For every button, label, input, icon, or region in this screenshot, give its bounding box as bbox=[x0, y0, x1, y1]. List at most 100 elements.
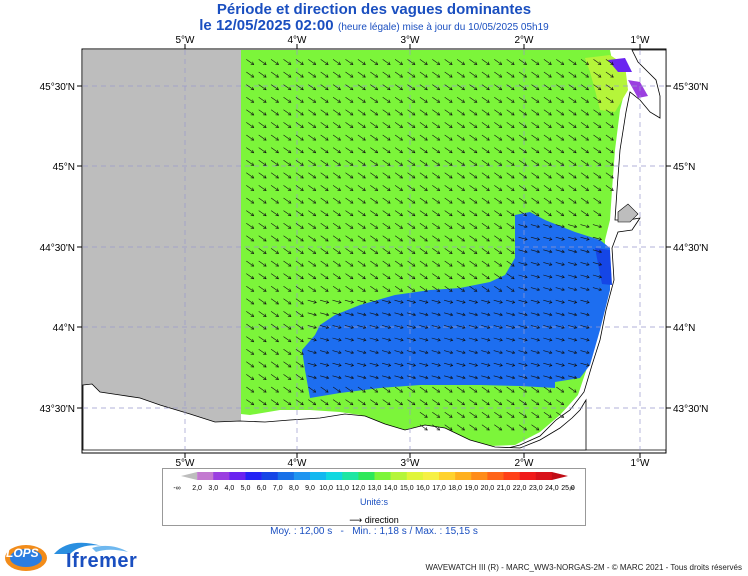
direction-arrow bbox=[320, 172, 329, 179]
direction-arrow bbox=[345, 159, 354, 166]
direction-arrow bbox=[382, 122, 391, 128]
direction-arrow bbox=[345, 96, 354, 103]
direction-arrow bbox=[258, 109, 267, 116]
direction-arrow bbox=[283, 147, 292, 154]
legend-tick-label: 23,0 bbox=[529, 485, 543, 492]
direction-arrow bbox=[345, 222, 354, 229]
direction-arrow bbox=[394, 172, 403, 179]
direction-arrow bbox=[407, 84, 416, 91]
direction-arrow bbox=[246, 298, 254, 305]
direction-arrow bbox=[580, 71, 589, 78]
direction-arrow bbox=[468, 299, 478, 303]
direction-arrow bbox=[580, 350, 590, 354]
direction-arrow-head bbox=[487, 363, 491, 367]
direction-arrow-head bbox=[461, 200, 465, 204]
direction-arrow bbox=[518, 337, 528, 341]
direction-arrow bbox=[332, 260, 341, 267]
direction-arrow bbox=[506, 399, 515, 406]
legend-tick-label: 16,0 bbox=[416, 485, 430, 492]
direction-arrow bbox=[258, 235, 267, 242]
direction-arrow bbox=[456, 147, 465, 154]
direction-arrow bbox=[332, 285, 341, 292]
direction-arrow bbox=[357, 235, 366, 242]
direction-arrow bbox=[481, 375, 490, 379]
direction-arrow bbox=[531, 147, 540, 154]
direction-arrow bbox=[456, 386, 465, 393]
direction-arrow-head bbox=[350, 375, 355, 380]
direction-arrow-head bbox=[461, 225, 465, 229]
legend-tick-label: 17,0 bbox=[432, 485, 446, 492]
map-grid bbox=[83, 50, 665, 452]
direction-arrow bbox=[493, 362, 503, 366]
direction-arrow-head bbox=[573, 112, 577, 116]
direction-arrow bbox=[394, 185, 403, 191]
direction-arrow-head bbox=[573, 389, 577, 393]
direction-arrow-head bbox=[337, 149, 341, 154]
direction-arrow-head bbox=[511, 238, 515, 242]
direction-arrow bbox=[270, 59, 279, 65]
direction-arrow-head bbox=[312, 162, 317, 166]
direction-arrow-head bbox=[300, 225, 304, 229]
direction-arrow bbox=[568, 375, 577, 379]
direction-arrow-head bbox=[337, 99, 341, 103]
direction-arrow-head bbox=[436, 61, 441, 65]
direction-arrow bbox=[506, 96, 515, 103]
direction-arrow bbox=[370, 273, 378, 280]
direction-arrow-head bbox=[337, 212, 341, 217]
direction-arrow-head bbox=[300, 112, 304, 116]
direction-arrow bbox=[456, 285, 465, 292]
direction-arrow bbox=[481, 172, 490, 179]
direction-arrow-head bbox=[511, 187, 515, 191]
direction-arrow-head bbox=[449, 149, 453, 154]
direction-arrow bbox=[530, 249, 540, 253]
direction-arrow bbox=[369, 325, 379, 329]
direction-arrow-head bbox=[560, 112, 565, 116]
direction-arrow-head bbox=[424, 200, 428, 204]
direction-arrow bbox=[419, 96, 428, 103]
direction-arrow bbox=[308, 96, 316, 103]
direction-arrow bbox=[493, 299, 503, 303]
direction-arrow-head bbox=[337, 238, 341, 242]
direction-arrow bbox=[320, 375, 329, 379]
direction-arrow-head bbox=[374, 200, 379, 204]
direction-arrow bbox=[580, 325, 590, 329]
direction-arrow bbox=[394, 362, 404, 366]
direction-arrow bbox=[580, 185, 589, 191]
direction-arrow-head bbox=[461, 187, 465, 191]
direction-arrow bbox=[531, 172, 540, 179]
direction-arrow-head bbox=[275, 212, 279, 217]
direction-arrow bbox=[270, 323, 279, 330]
direction-arrow bbox=[357, 84, 366, 91]
legend-color-swatch bbox=[245, 472, 262, 480]
direction-arrow-head bbox=[598, 249, 603, 254]
direction-arrow bbox=[382, 386, 391, 393]
direction-arrow bbox=[494, 411, 502, 418]
direction-arrow-head bbox=[263, 301, 267, 305]
direction-arrow bbox=[295, 172, 304, 179]
direction-arrow-head bbox=[387, 175, 391, 179]
direction-arrow-head bbox=[573, 287, 578, 292]
direction-arrow-head bbox=[375, 337, 379, 342]
direction-arrow bbox=[394, 375, 404, 379]
direction-arrow bbox=[370, 399, 378, 406]
direction-arrow bbox=[580, 224, 590, 228]
direction-arrow bbox=[468, 375, 478, 379]
direction-arrow bbox=[246, 248, 254, 254]
direction-arrow bbox=[295, 348, 304, 355]
direction-arrow bbox=[308, 210, 316, 217]
direction-arrow-head bbox=[461, 112, 465, 116]
legend-tick-label: 18,0 bbox=[448, 485, 462, 492]
direction-arrow bbox=[370, 235, 378, 242]
direction-arrow bbox=[444, 386, 453, 393]
direction-arrow-head bbox=[524, 237, 528, 241]
direction-arrow bbox=[345, 273, 354, 280]
legend-tick-label: 13,0 bbox=[368, 485, 382, 492]
direction-arrow-head bbox=[287, 74, 292, 78]
direction-arrow bbox=[593, 134, 602, 141]
direction-arrow-head bbox=[535, 414, 540, 418]
direction-arrow-head bbox=[449, 250, 453, 254]
direction-arrow-head bbox=[462, 363, 466, 367]
direction-arrow bbox=[444, 59, 453, 65]
direction-arrow-head bbox=[349, 275, 354, 280]
direction-arrow bbox=[494, 222, 502, 229]
